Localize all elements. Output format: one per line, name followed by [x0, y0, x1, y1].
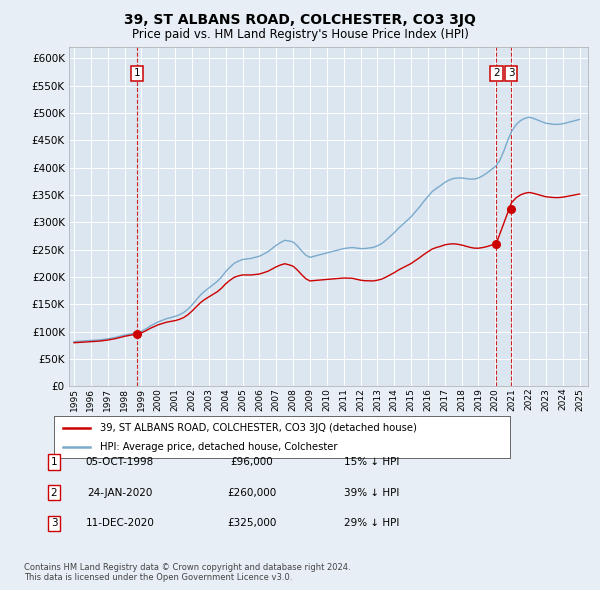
Text: 29% ↓ HPI: 29% ↓ HPI — [344, 519, 400, 528]
Text: 39% ↓ HPI: 39% ↓ HPI — [344, 488, 400, 497]
Text: 2: 2 — [50, 488, 58, 497]
Text: 1: 1 — [134, 68, 140, 78]
Text: 15% ↓ HPI: 15% ↓ HPI — [344, 457, 400, 467]
Text: 1: 1 — [50, 457, 58, 467]
Text: 39, ST ALBANS ROAD, COLCHESTER, CO3 3JQ: 39, ST ALBANS ROAD, COLCHESTER, CO3 3JQ — [124, 13, 476, 27]
Text: 3: 3 — [50, 519, 58, 528]
Text: HPI: Average price, detached house, Colchester: HPI: Average price, detached house, Colc… — [100, 441, 337, 451]
Text: £260,000: £260,000 — [227, 488, 277, 497]
Text: 24-JAN-2020: 24-JAN-2020 — [88, 488, 152, 497]
Text: 05-OCT-1998: 05-OCT-1998 — [86, 457, 154, 467]
Text: 11-DEC-2020: 11-DEC-2020 — [86, 519, 154, 528]
Text: Price paid vs. HM Land Registry's House Price Index (HPI): Price paid vs. HM Land Registry's House … — [131, 28, 469, 41]
Text: 39, ST ALBANS ROAD, COLCHESTER, CO3 3JQ (detached house): 39, ST ALBANS ROAD, COLCHESTER, CO3 3JQ … — [100, 423, 416, 433]
Text: £325,000: £325,000 — [227, 519, 277, 528]
Text: £96,000: £96,000 — [230, 457, 274, 467]
Text: 2: 2 — [493, 68, 500, 78]
Text: Contains HM Land Registry data © Crown copyright and database right 2024.
This d: Contains HM Land Registry data © Crown c… — [24, 563, 350, 582]
Text: 3: 3 — [508, 68, 514, 78]
